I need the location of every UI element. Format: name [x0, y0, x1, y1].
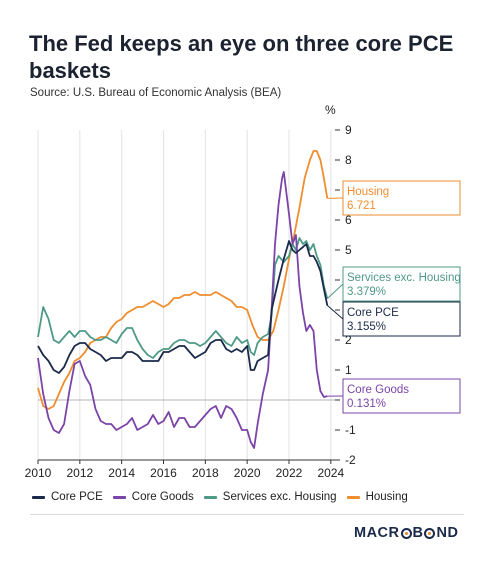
logo-text: MACR — [354, 525, 400, 541]
end-label-value: 3.155% — [347, 321, 386, 333]
logo-o-mark — [400, 527, 412, 539]
x-tick-label: 2024 — [317, 466, 344, 480]
legend-swatch — [346, 495, 360, 499]
legend-item-core-pce: Core PCE — [32, 491, 103, 503]
legend-label: Services exc. Housing — [222, 491, 337, 503]
end-label-box — [342, 266, 461, 302]
chart-source: Source: U.S. Bureau of Economic Analysis… — [30, 87, 282, 99]
y-tick-label: -2 — [345, 453, 356, 467]
legend-swatch — [112, 495, 126, 499]
end-label-name: Housing — [347, 186, 389, 198]
end-label-box — [342, 301, 461, 337]
end-label-connector — [326, 304, 344, 320]
macrobond-logo: MACR B ND — [354, 525, 458, 541]
series-line-services-exc-housing — [37, 237, 329, 359]
legend-label: Housing — [365, 491, 408, 503]
x-tick-label: 2018 — [192, 466, 219, 480]
y-tick-label: 1 — [345, 363, 352, 377]
legend-swatch — [32, 495, 45, 499]
end-label-value: 6.721 — [347, 200, 376, 212]
logo-o-mark — [424, 527, 436, 539]
end-label-core-goods: Core Goods 0.131% — [327, 378, 461, 414]
y-tick-label: 8 — [345, 153, 352, 167]
grid-lines — [37, 130, 332, 460]
series-line-core-goods — [37, 171, 328, 449]
series-lines — [37, 150, 329, 449]
legend-item-housing: Housing — [346, 491, 408, 503]
x-tick-label: 2014 — [108, 466, 135, 480]
legend-item-core-goods: Core Goods — [112, 491, 194, 503]
end-label-value: 0.131% — [347, 398, 386, 410]
y-tick-label: -1 — [345, 423, 356, 437]
x-tick-label: 2016 — [150, 466, 177, 480]
x-tick-label: 2012 — [66, 466, 93, 480]
series-line-core-pce — [37, 240, 329, 374]
end-label-value: 3.379% — [347, 286, 386, 298]
chart-title: The Fed keeps an eye on three core PCE b… — [29, 31, 454, 83]
end-label-services-exc-housing: Services exc. Housing 3.379% — [326, 266, 461, 302]
y-tick-label: 2 — [345, 333, 352, 347]
y-tick-label: 9 — [345, 123, 352, 137]
x-tick-label: 2010 — [25, 466, 52, 480]
end-label-box — [342, 180, 461, 216]
x-tick-label: 2020 — [234, 466, 261, 480]
series-line-housing — [37, 150, 329, 410]
logo-text: ND — [436, 525, 459, 541]
y-tick-label: 6 — [345, 213, 352, 227]
y-tick-label: 5 — [345, 243, 352, 257]
logo-text: B — [412, 525, 424, 541]
legend-swatch — [203, 495, 217, 499]
legend-label: Core PCE — [51, 491, 103, 503]
y-axis-unit: % — [325, 103, 336, 117]
end-label-connector — [326, 283, 344, 299]
end-label-core-pce: Core PCE 3.155% — [326, 301, 461, 337]
end-label-name: Services exc. Housing — [347, 272, 461, 284]
end-label-name: Core PCE — [347, 307, 399, 319]
end-label-housing: Housing 6.721 — [327, 180, 461, 216]
legend-item-services: Services exc. Housing — [203, 491, 337, 503]
end-label-name: Core Goods — [347, 384, 409, 396]
end-labels: Housing 6.721 Services exc. Housing 3.379% C… — [326, 180, 461, 414]
legend: Core PCE Core Goods Services exc. Housin… — [32, 491, 408, 503]
footer-divider — [30, 514, 464, 515]
line-chart: 20102012201420162018202020222024-2-10123… — [25, 103, 461, 480]
legend-label: Core Goods — [131, 491, 194, 503]
end-label-box — [342, 378, 461, 414]
x-tick-label: 2022 — [276, 466, 303, 480]
axes: 20102012201420162018202020222024-2-10123… — [25, 103, 356, 480]
